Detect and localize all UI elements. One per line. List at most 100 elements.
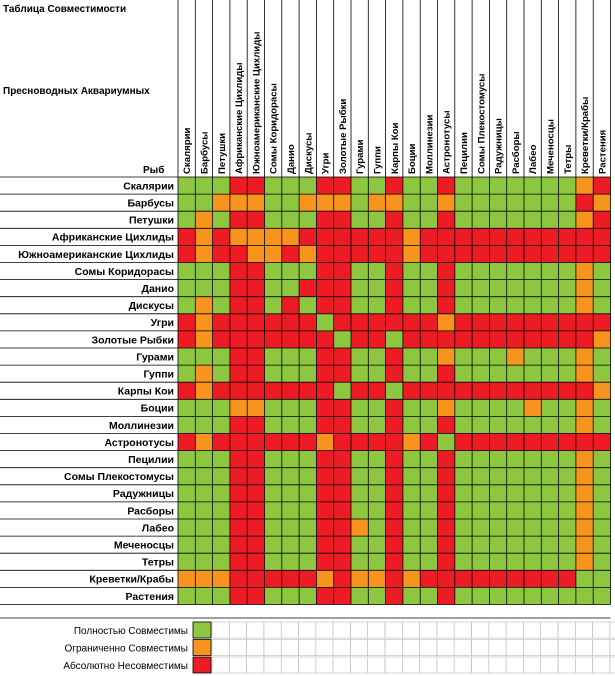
cell-12-18 xyxy=(472,365,490,383)
cell-7-5 xyxy=(247,279,265,297)
cell-1-2 xyxy=(195,177,213,195)
cell-8-10 xyxy=(333,296,351,314)
cell-4-14 xyxy=(402,228,421,246)
cell-3-19 xyxy=(489,211,507,229)
cell-11-7 xyxy=(281,348,300,366)
cell-12-12 xyxy=(368,365,386,383)
chart-title: Таблица Совместимости Пресноводных Аквар… xyxy=(3,3,164,176)
cell-24-21 xyxy=(524,570,542,588)
cell-2-1 xyxy=(178,194,196,212)
cell-22-6 xyxy=(264,536,282,554)
column-label: Лабео xyxy=(528,144,539,174)
cell-3-18 xyxy=(472,211,490,229)
cell-20-25 xyxy=(593,501,611,519)
cell-2-4 xyxy=(229,194,248,212)
cell-8-6 xyxy=(264,296,282,314)
cell-3-11 xyxy=(351,211,369,229)
cell-12-6 xyxy=(264,365,282,383)
cell-3-25 xyxy=(593,211,611,229)
cell-9-14 xyxy=(402,313,421,331)
cell-1-7 xyxy=(281,177,300,195)
cell-19-16 xyxy=(437,484,455,502)
cell-24-6 xyxy=(264,570,282,588)
legend-grid-cell xyxy=(280,639,299,656)
cell-19-14 xyxy=(402,484,421,502)
cell-10-12 xyxy=(368,330,386,348)
cell-13-5 xyxy=(247,382,265,400)
cell-11-5 xyxy=(247,348,265,366)
cell-19-22 xyxy=(541,484,559,502)
cell-15-17 xyxy=(454,416,473,434)
cell-7-2 xyxy=(195,279,213,297)
cell-21-15 xyxy=(420,519,438,537)
cell-12-1 xyxy=(178,365,196,383)
cell-1-19 xyxy=(489,177,507,195)
cell-7-25 xyxy=(593,279,611,297)
row-label: Сомы Коридорасы xyxy=(75,266,174,278)
cell-3-20 xyxy=(506,211,524,229)
column-label: Пецилии xyxy=(459,132,470,174)
legend-grid-cell xyxy=(401,639,420,656)
cell-12-22 xyxy=(541,365,559,383)
cell-8-25 xyxy=(593,296,611,314)
cell-3-15 xyxy=(420,211,438,229)
cell-20-15 xyxy=(420,501,438,519)
cell-24-7 xyxy=(281,570,300,588)
cell-4-15 xyxy=(420,228,438,246)
cell-8-1 xyxy=(178,296,196,314)
cell-13-4 xyxy=(229,382,248,400)
cell-23-23 xyxy=(558,553,576,571)
cell-4-9 xyxy=(316,228,334,246)
cell-16-7 xyxy=(281,433,300,451)
legend-grid-cell xyxy=(505,621,524,639)
cell-5-22 xyxy=(541,245,559,263)
cell-9-9 xyxy=(316,313,334,331)
cell-3-8 xyxy=(299,211,317,229)
cell-16-6 xyxy=(264,433,282,451)
cell-19-10 xyxy=(333,484,351,502)
cell-11-23 xyxy=(558,348,576,366)
cell-10-20 xyxy=(506,330,524,348)
cell-3-14 xyxy=(402,211,421,229)
cell-2-22 xyxy=(541,194,559,212)
legend-grid-cell xyxy=(384,639,403,656)
cell-7-10 xyxy=(333,279,351,297)
legend-swatch-limited xyxy=(192,639,212,656)
legend-grid-cell xyxy=(488,656,507,674)
cell-8-2 xyxy=(195,296,213,314)
cell-19-11 xyxy=(351,484,369,502)
cell-9-13 xyxy=(385,313,403,331)
cell-2-23 xyxy=(558,194,576,212)
cell-15-10 xyxy=(333,416,351,434)
legend: Полностью Совместимы Ограниченно Совмести… xyxy=(0,617,615,674)
cell-3-17 xyxy=(454,211,473,229)
cell-24-5 xyxy=(247,570,265,588)
row-label: Сомы Плекостомусы xyxy=(64,471,174,483)
cell-23-21 xyxy=(524,553,542,571)
cell-14-13 xyxy=(385,399,403,417)
cell-7-21 xyxy=(524,279,542,297)
cell-4-24 xyxy=(575,228,594,246)
cell-16-13 xyxy=(385,433,403,451)
cell-2-25 xyxy=(593,194,611,212)
cell-2-9 xyxy=(316,194,334,212)
cell-15-15 xyxy=(420,416,438,434)
cell-5-20 xyxy=(506,245,524,263)
cell-7-15 xyxy=(420,279,438,297)
legend-grid-cell xyxy=(419,656,438,674)
cell-13-3 xyxy=(212,382,230,400)
cell-21-20 xyxy=(506,519,524,537)
cell-3-3 xyxy=(212,211,230,229)
cell-20-13 xyxy=(385,501,403,519)
cell-13-10 xyxy=(333,382,351,400)
cell-14-6 xyxy=(264,399,282,417)
legend-label-incompatible: Абсолютно Несовместимы xyxy=(63,660,188,672)
row-label: Креветки/Крабы xyxy=(89,574,174,586)
cell-19-1 xyxy=(178,484,196,502)
cell-22-24 xyxy=(575,536,594,554)
cell-19-20 xyxy=(506,484,524,502)
cell-5-6 xyxy=(264,245,282,263)
cell-24-12 xyxy=(368,570,386,588)
cell-4-1 xyxy=(178,228,196,246)
cell-13-6 xyxy=(264,382,282,400)
